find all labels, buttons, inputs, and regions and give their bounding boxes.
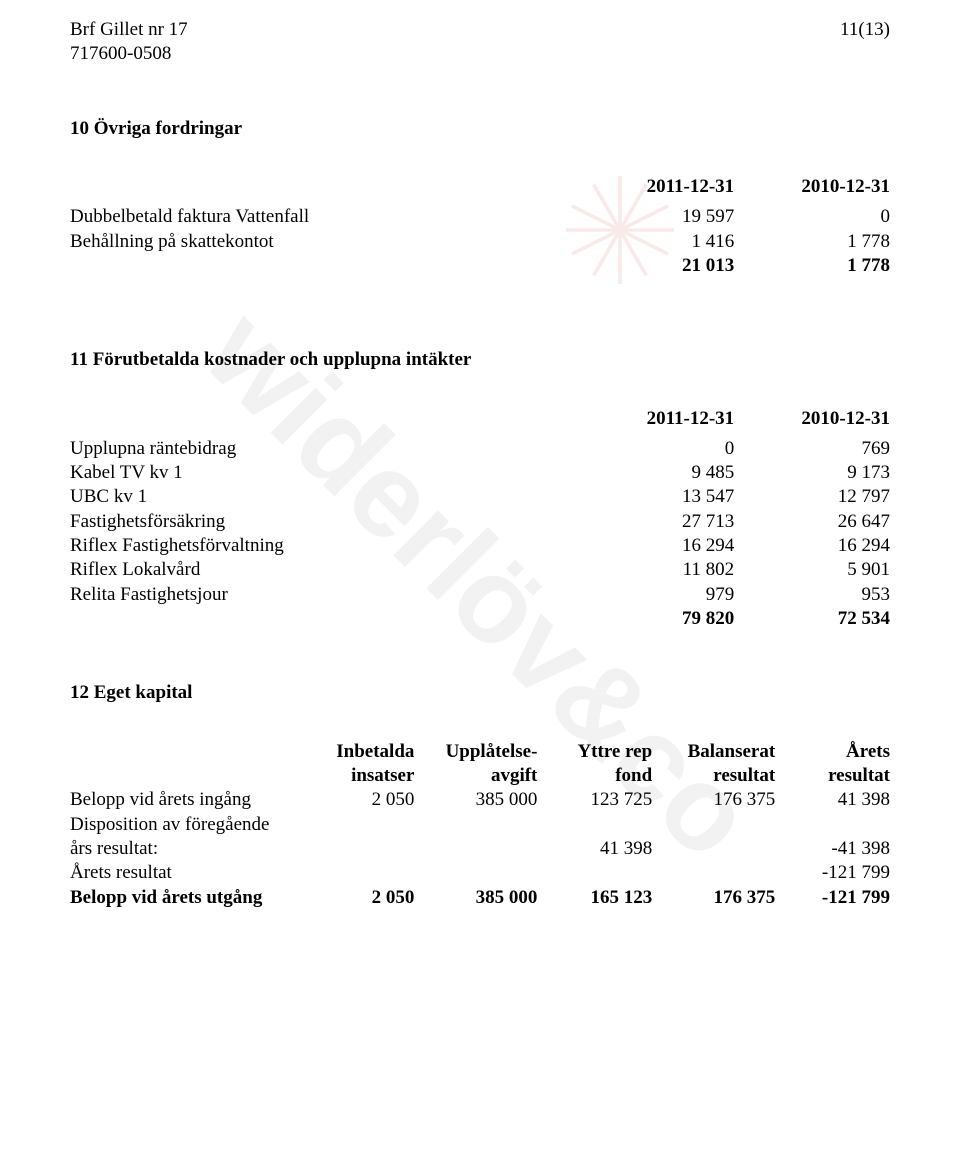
s10-col1: 2011-12-31: [578, 175, 734, 199]
row-value: -41 398: [775, 837, 890, 861]
table-row: Dubbelbetald faktura Vattenfall 19 597 0: [70, 205, 890, 229]
row-value: 769: [734, 437, 890, 461]
total-row: 21 013 1 778: [70, 254, 890, 278]
company-name: Brf Gillet nr 17: [70, 18, 188, 42]
eget-h3a: Yttre rep: [537, 740, 652, 764]
s10-col2: 2010-12-31: [734, 175, 890, 199]
row-value: 0: [578, 437, 734, 461]
row-label: UBC kv 1: [70, 485, 578, 509]
row-value: 9 485: [578, 461, 734, 485]
row-value: 2 050: [308, 886, 415, 910]
row-value: 123 725: [537, 788, 652, 812]
row-value: 16 294: [734, 534, 890, 558]
row-value: 41 398: [537, 837, 652, 861]
eget-h1a: Inbetalda: [308, 740, 415, 764]
row-value: 19 597: [578, 205, 734, 229]
row-value: 41 398: [775, 788, 890, 812]
total-value: 21 013: [578, 254, 734, 278]
row-value: -121 799: [775, 861, 890, 885]
row-label: Belopp vid årets ingång: [70, 788, 308, 812]
row-value: 176 375: [652, 788, 775, 812]
table-row: Disposition av föregående: [70, 813, 890, 837]
section11-table: 2011-12-31 2010-12-31 Upplupna räntebidr…: [70, 407, 890, 632]
row-value: 5 901: [734, 558, 890, 582]
table-row: UBC kv 1 13 547 12 797: [70, 485, 890, 509]
table-row: Riflex Fastighetsförvaltning 16 294 16 2…: [70, 534, 890, 558]
section10-title: 10 Övriga fordringar: [70, 117, 890, 141]
table-row: Riflex Lokalvård 11 802 5 901: [70, 558, 890, 582]
eget-h2b: avgift: [414, 764, 537, 788]
table-row: Behållning på skattekontot 1 416 1 778: [70, 230, 890, 254]
row-value: 9 173: [734, 461, 890, 485]
table-row: Upplupna räntebidrag 0 769: [70, 437, 890, 461]
row-value: 0: [734, 205, 890, 229]
row-label: Upplupna räntebidrag: [70, 437, 578, 461]
s11-col1: 2011-12-31: [578, 407, 734, 431]
row-value: 13 547: [578, 485, 734, 509]
row-value: 953: [734, 583, 890, 607]
table-row: Kabel TV kv 1 9 485 9 173: [70, 461, 890, 485]
row-value: 26 647: [734, 510, 890, 534]
row-value: 176 375: [652, 886, 775, 910]
row-label: Belopp vid årets utgång: [70, 886, 308, 910]
row-label: Fastighetsförsäkring: [70, 510, 578, 534]
eget-h3b: fond: [537, 764, 652, 788]
row-label: Kabel TV kv 1: [70, 461, 578, 485]
row-value: -121 799: [775, 886, 890, 910]
row-label: Disposition av föregående: [70, 813, 308, 837]
row-value: 16 294: [578, 534, 734, 558]
row-value: 11 802: [578, 558, 734, 582]
eget-h5b: resultat: [775, 764, 890, 788]
s11-col2: 2010-12-31: [734, 407, 890, 431]
row-value: 1 778: [734, 230, 890, 254]
table-row: års resultat: 41 398 -41 398: [70, 837, 890, 861]
eget-h4b: resultat: [652, 764, 775, 788]
row-label: Behållning på skattekontot: [70, 230, 578, 254]
org-number: 717600-0508: [70, 42, 188, 66]
section10-table: 2011-12-31 2010-12-31 Dubbelbetald faktu…: [70, 175, 890, 278]
row-value: 385 000: [414, 886, 537, 910]
section11-title: 11 Förutbetalda kostnader och upplupna i…: [70, 348, 890, 372]
table-row: Belopp vid årets ingång 2 050 385 000 12…: [70, 788, 890, 812]
eget-h1b: insatser: [308, 764, 415, 788]
total-value: 72 534: [734, 607, 890, 631]
row-label: Relita Fastighetsjour: [70, 583, 578, 607]
eget-h2a: Upplåtelse-: [414, 740, 537, 764]
total-value: 1 778: [734, 254, 890, 278]
row-value: 385 000: [414, 788, 537, 812]
row-value: 979: [578, 583, 734, 607]
row-label: Årets resultat: [70, 861, 308, 885]
table-row: Årets resultat -121 799: [70, 861, 890, 885]
total-value: 79 820: [578, 607, 734, 631]
total-row: 79 820 72 534: [70, 607, 890, 631]
row-value: 1 416: [578, 230, 734, 254]
row-label: Dubbelbetald faktura Vattenfall: [70, 205, 578, 229]
row-value: 27 713: [578, 510, 734, 534]
row-value: 165 123: [537, 886, 652, 910]
eget-h4a: Balanserat: [652, 740, 775, 764]
page-number: 11(13): [840, 18, 890, 67]
section12-title: 12 Eget kapital: [70, 681, 890, 705]
section12-table: Inbetalda Upplåtelse- Yttre rep Balanser…: [70, 740, 890, 910]
table-row: Relita Fastighetsjour 979 953: [70, 583, 890, 607]
row-label: Riflex Fastighetsförvaltning: [70, 534, 578, 558]
row-value: 2 050: [308, 788, 415, 812]
row-label: Riflex Lokalvård: [70, 558, 578, 582]
eget-h5a: Årets: [775, 740, 890, 764]
total-row: Belopp vid årets utgång 2 050 385 000 16…: [70, 886, 890, 910]
row-label: års resultat:: [70, 837, 308, 861]
table-row: Fastighetsförsäkring 27 713 26 647: [70, 510, 890, 534]
row-value: 12 797: [734, 485, 890, 509]
